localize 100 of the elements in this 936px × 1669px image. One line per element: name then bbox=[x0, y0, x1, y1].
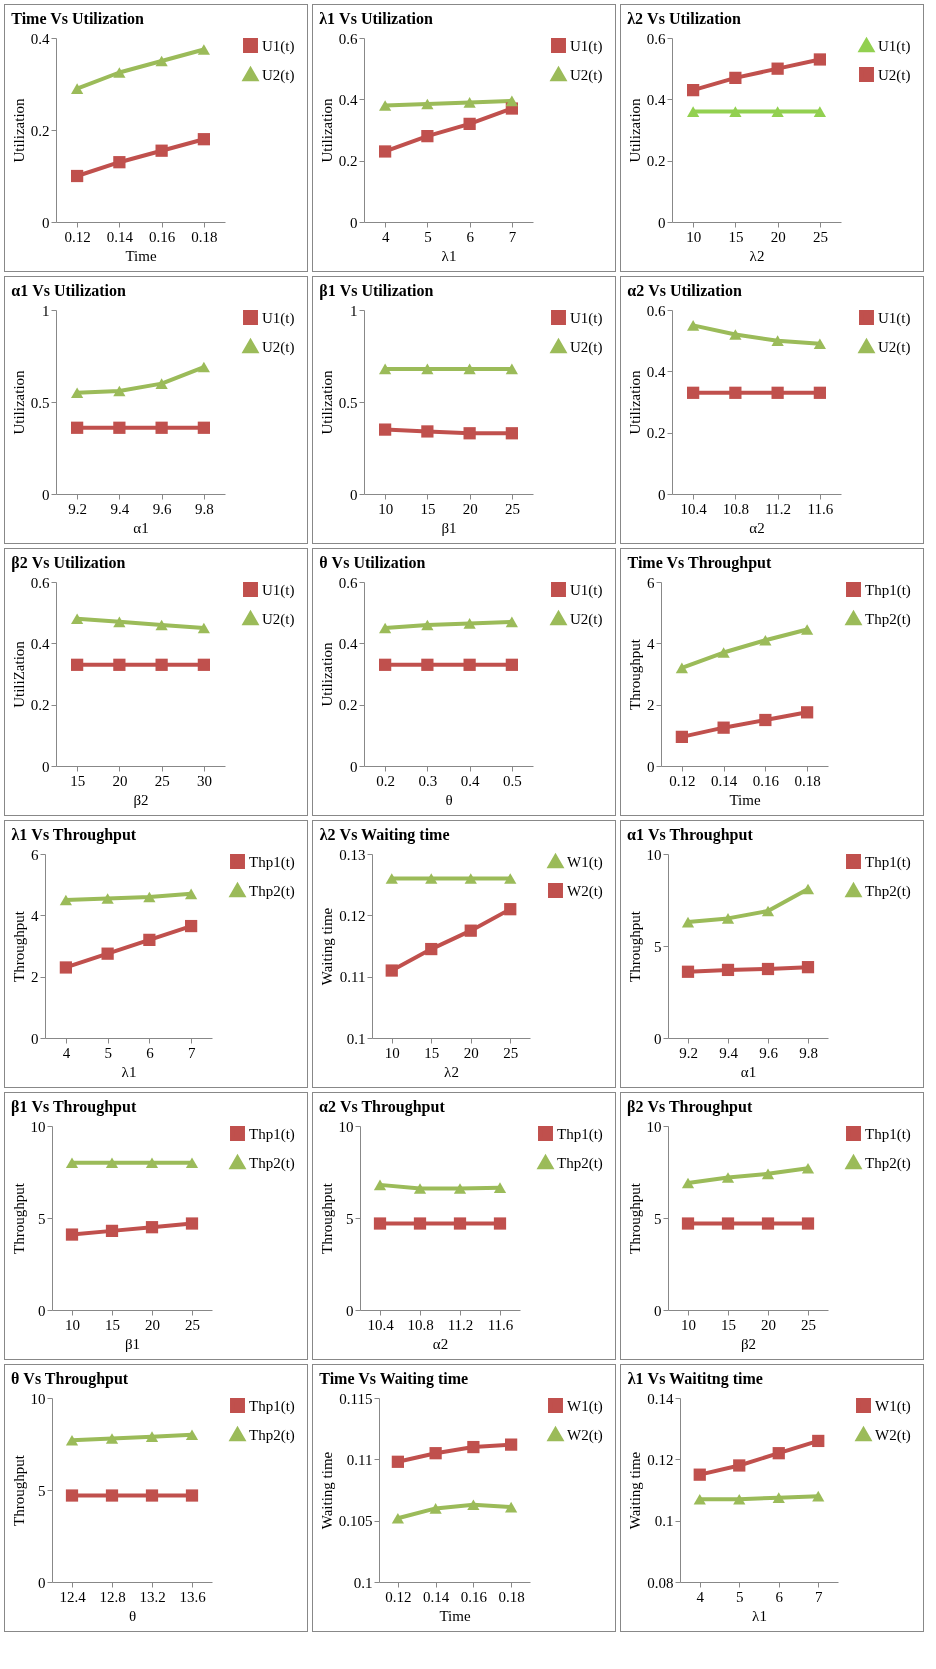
y-tick-label: 0 bbox=[31, 1030, 39, 1047]
x-tick-label: 0.3 bbox=[418, 772, 438, 789]
point bbox=[761, 1168, 775, 1180]
point bbox=[761, 1217, 775, 1230]
legend-label: U2(t) bbox=[570, 338, 603, 356]
point bbox=[429, 1447, 442, 1460]
point bbox=[687, 386, 700, 399]
point bbox=[145, 1431, 159, 1442]
point bbox=[729, 106, 742, 117]
point bbox=[721, 1172, 735, 1183]
y-tick-label: 0.6 bbox=[646, 30, 666, 47]
point bbox=[813, 386, 826, 399]
x-axis-title: λ1 bbox=[121, 1063, 137, 1080]
x-tick-label: 20 bbox=[761, 1316, 776, 1333]
x-axis-title: λ2 bbox=[749, 247, 765, 264]
legend-label: Thp1(t) bbox=[249, 853, 295, 871]
x-tick-label: 25 bbox=[812, 228, 828, 245]
point bbox=[675, 730, 688, 743]
chart-title: Time Vs Throughput bbox=[627, 554, 772, 572]
point bbox=[71, 387, 84, 399]
y-tick-label: 0.1 bbox=[353, 1574, 373, 1591]
point bbox=[71, 421, 84, 434]
point bbox=[463, 97, 476, 108]
point bbox=[373, 1179, 387, 1191]
x-tick-label: 25 bbox=[504, 500, 520, 517]
point bbox=[105, 1433, 119, 1444]
point bbox=[421, 363, 434, 375]
point bbox=[71, 83, 84, 94]
x-tick-label: 15 bbox=[424, 1044, 440, 1061]
point bbox=[59, 961, 72, 974]
point bbox=[687, 320, 700, 331]
x-tick-label: 15 bbox=[70, 772, 86, 789]
point bbox=[155, 144, 168, 157]
point bbox=[155, 658, 168, 671]
y-tick-label: 0.11 bbox=[346, 1451, 373, 1468]
x-tick-label: 30 bbox=[196, 772, 212, 789]
x-tick-label: 0.14 bbox=[423, 1588, 450, 1605]
x-tick-label: 0.16 bbox=[460, 1588, 488, 1605]
y-tick-label: 0.2 bbox=[646, 425, 666, 442]
y-tick-label: 0.2 bbox=[338, 153, 358, 170]
point bbox=[681, 1177, 695, 1189]
x-tick-label: 11.2 bbox=[447, 1316, 474, 1333]
point bbox=[113, 156, 126, 169]
x-tick-label: 20 bbox=[112, 772, 128, 789]
x-tick-label: 9.4 bbox=[719, 1044, 739, 1061]
legend-label: Thp2(t) bbox=[865, 882, 911, 900]
chart-title: θ Vs Utilization bbox=[319, 554, 426, 571]
chart-title: λ2 Vs Waiting time bbox=[319, 826, 450, 844]
point bbox=[185, 1157, 199, 1169]
y-tick-label: 5 bbox=[346, 1210, 354, 1227]
x-axis-title: β1 bbox=[124, 1335, 141, 1352]
y-tick-label: 0.105 bbox=[338, 1513, 373, 1530]
y-tick-label: 0.1 bbox=[346, 1030, 366, 1047]
x-axis-title: α1 bbox=[740, 1063, 757, 1080]
x-tick-label: 9.4 bbox=[110, 500, 130, 517]
point bbox=[413, 1217, 427, 1230]
y-tick-label: 1 bbox=[350, 302, 358, 319]
x-axis-title: β1 bbox=[441, 519, 457, 536]
chart-title: α2 Vs Utilization bbox=[627, 282, 743, 299]
point bbox=[113, 67, 126, 78]
x-axis-title: θ bbox=[445, 791, 453, 808]
x-tick-label: 7 bbox=[508, 228, 517, 245]
y-tick-label: 5 bbox=[654, 938, 662, 955]
y-tick-label: 5 bbox=[38, 1210, 46, 1227]
legend-label: W1(t) bbox=[567, 1397, 603, 1415]
x-axis-title: Time bbox=[729, 791, 761, 808]
legend-label: U2(t) bbox=[262, 610, 295, 628]
x-tick-label: 12.8 bbox=[99, 1588, 126, 1605]
point bbox=[813, 106, 826, 117]
point bbox=[145, 1221, 159, 1234]
legend-label: U2(t) bbox=[878, 338, 911, 356]
y-axis-title: Utilization bbox=[626, 369, 643, 435]
point bbox=[463, 363, 476, 375]
y-tick-label: 0 bbox=[350, 486, 358, 503]
point bbox=[71, 613, 84, 625]
x-axis-title: β2 bbox=[740, 1335, 757, 1352]
x-tick-label: 0.14 bbox=[106, 228, 134, 245]
y-tick-label: 0.5 bbox=[338, 394, 358, 411]
point bbox=[391, 1512, 404, 1524]
legend-label: U1(t) bbox=[262, 581, 295, 599]
x-axis-title: Time bbox=[125, 247, 157, 264]
point bbox=[812, 1490, 825, 1502]
x-tick-label: 0.14 bbox=[711, 772, 738, 789]
point bbox=[693, 1493, 706, 1505]
y-tick-label: 0.6 bbox=[30, 574, 50, 591]
legend-label: Thp2(t) bbox=[865, 610, 911, 628]
x-axis-title: θ bbox=[128, 1607, 137, 1624]
y-tick-label: 0 bbox=[350, 214, 358, 231]
point bbox=[771, 386, 784, 399]
point bbox=[429, 1503, 442, 1514]
point bbox=[493, 1217, 507, 1230]
y-tick-label: 0.08 bbox=[647, 1574, 674, 1591]
y-tick-label: 1 bbox=[42, 302, 50, 319]
chart-title: λ2 Vs Utilization bbox=[627, 10, 741, 27]
x-tick-label: 13.6 bbox=[179, 1588, 207, 1605]
point bbox=[761, 905, 775, 917]
point bbox=[721, 963, 735, 977]
x-axis-title: α2 bbox=[749, 519, 765, 536]
y-axis-title: Throughput bbox=[10, 1454, 27, 1526]
point bbox=[143, 891, 156, 903]
